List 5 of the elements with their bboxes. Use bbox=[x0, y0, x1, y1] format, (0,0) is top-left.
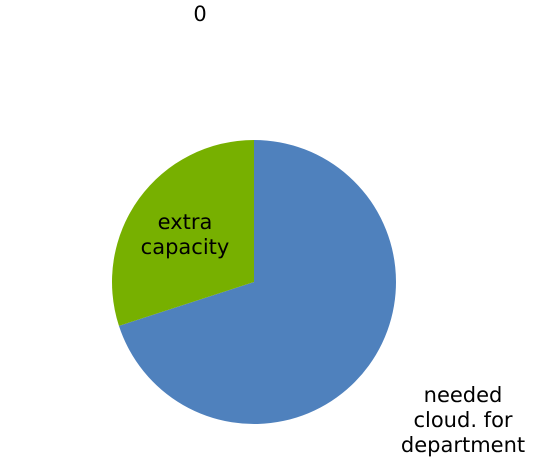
slice-label: extra capacity bbox=[140, 210, 230, 259]
slice-label: needed cloud. for department bbox=[400, 383, 526, 457]
pie-slice bbox=[112, 140, 254, 326]
text: 0 bbox=[193, 2, 207, 26]
pie-slice bbox=[118, 140, 396, 424]
